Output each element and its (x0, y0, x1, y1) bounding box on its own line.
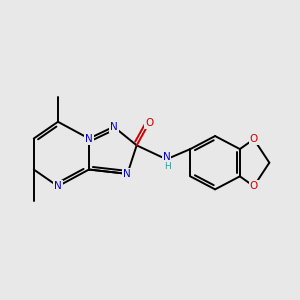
Text: H: H (164, 162, 170, 171)
Text: N: N (163, 152, 170, 162)
Text: N: N (54, 181, 62, 191)
Text: N: N (124, 169, 131, 179)
Text: N: N (85, 134, 93, 143)
Text: O: O (250, 181, 258, 191)
Text: O: O (250, 134, 258, 144)
Text: O: O (145, 118, 153, 128)
Text: N: N (110, 122, 118, 132)
